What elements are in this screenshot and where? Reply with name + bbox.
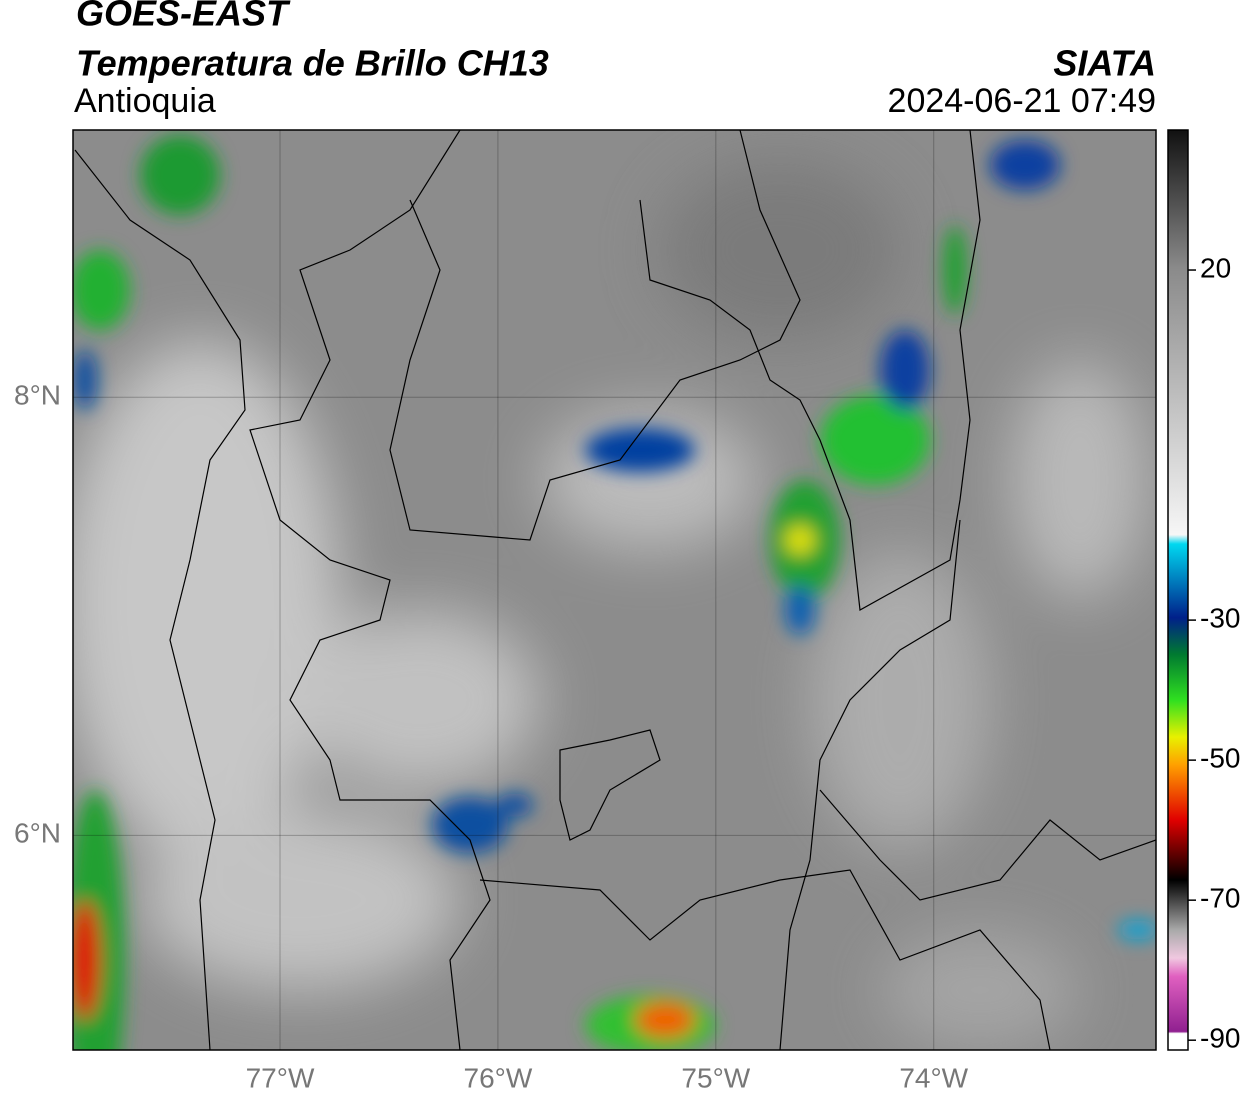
x-tick-label: 77°W — [246, 1062, 315, 1093]
colorbar-label: -30 — [1200, 602, 1240, 633]
colorbar-label: -90 — [1200, 1023, 1240, 1054]
x-tick-label: 76°W — [464, 1062, 533, 1093]
map-frame — [72, 129, 1157, 1051]
subtitle: Temperatura de Brillo CH13 — [76, 43, 549, 84]
y-tick-label: 8°N — [14, 380, 61, 411]
x-tick-label: 75°W — [681, 1062, 750, 1093]
y-tick-label: 6°N — [14, 818, 61, 849]
region: Antioquia — [74, 82, 216, 120]
timestamp: 2024-06-21 07:49 — [888, 82, 1156, 120]
colorbar-label: 20 — [1200, 252, 1231, 283]
colorbar-label: -70 — [1200, 883, 1240, 914]
colorbar — [1167, 129, 1189, 1051]
title: GOES-EAST — [76, 0, 291, 34]
source: SIATA — [1053, 43, 1156, 84]
x-tick-label: 74°W — [899, 1062, 968, 1093]
colorbar-label: -50 — [1200, 743, 1240, 774]
satellite-image — [73, 130, 1156, 1050]
